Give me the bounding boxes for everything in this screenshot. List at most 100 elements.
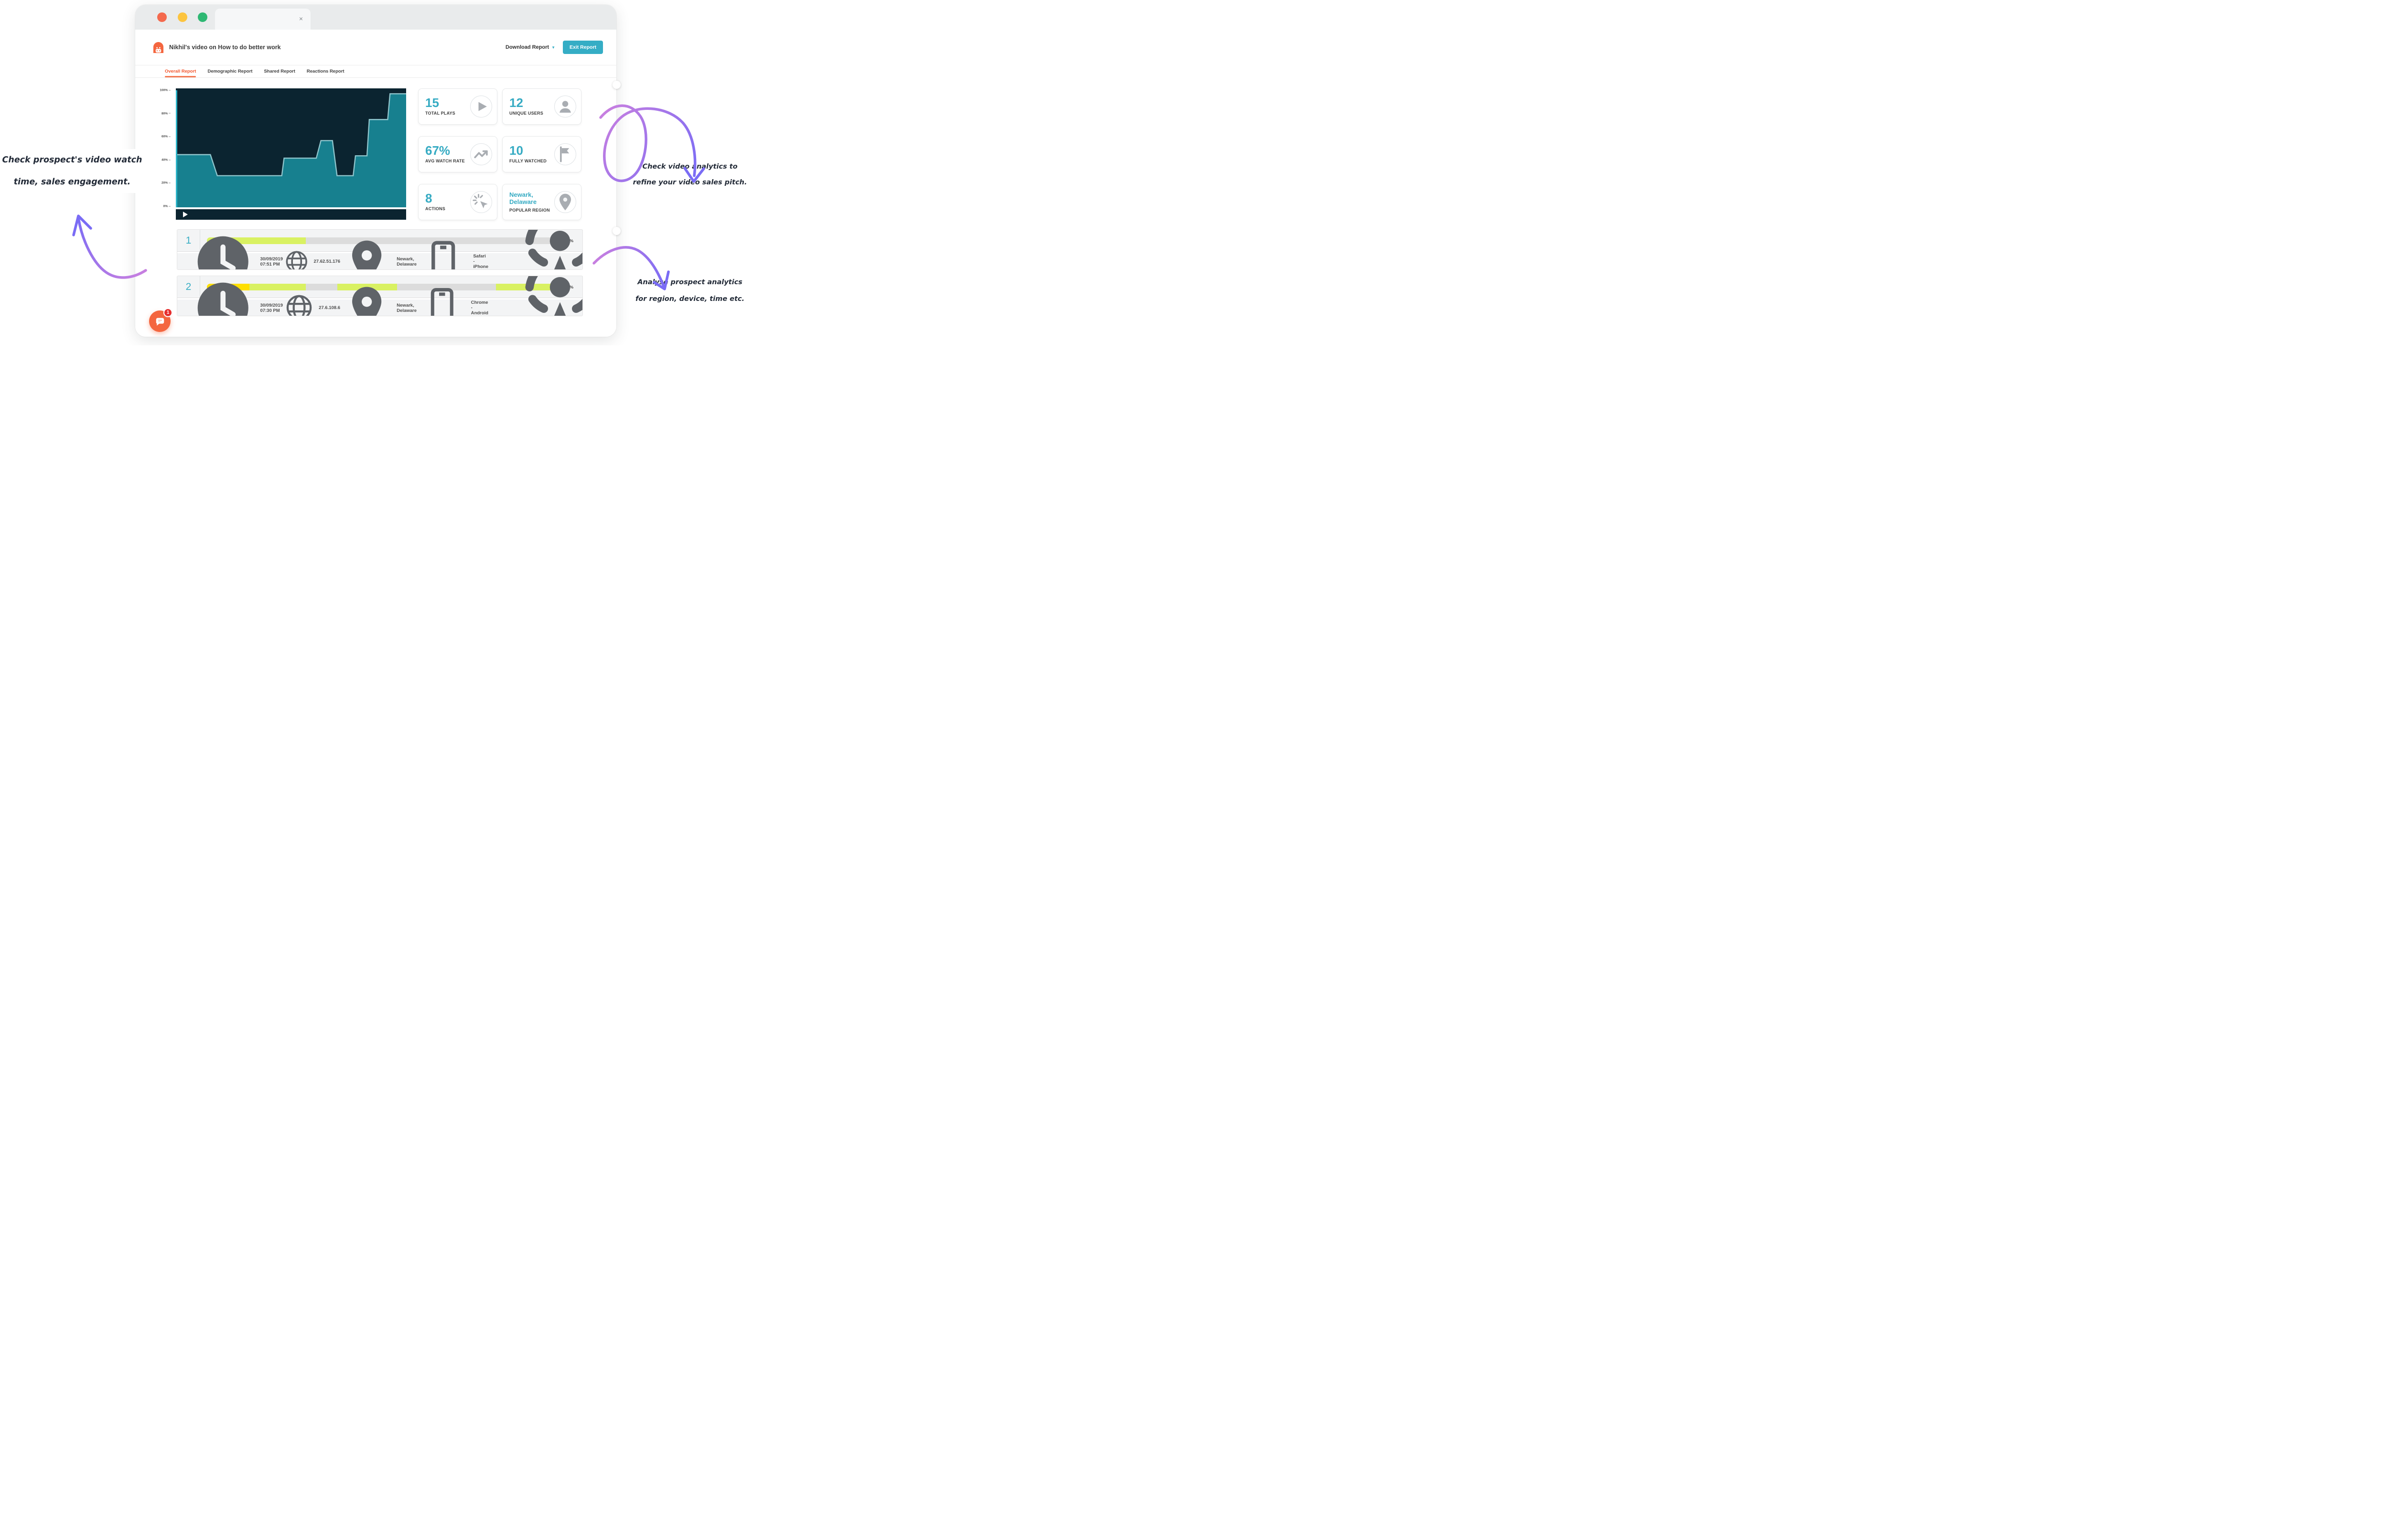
watch-bar-segment [249,283,306,290]
detail-clock: 30/09/2019 07:30 PM [189,276,283,316]
browser-tab[interactable]: × [215,9,311,30]
stat-card-avg-watch-rate: 67% AVG WATCH RATE [418,136,497,172]
video-control-bar [176,209,406,220]
stat-icon-circle [554,96,576,118]
detail-location: Newark, Delaware [340,281,417,316]
download-report-dropdown[interactable]: Download Report ▼ [506,44,555,50]
tab-reactions-report[interactable]: Reactions Report [307,65,344,77]
click-icon [471,192,492,213]
detail-text: Chrome - Android [471,300,488,316]
browser-chrome: × [135,5,616,30]
location-icon [340,235,393,269]
viewer-session-row[interactable]: 251% 30/09/2019 07:30 PM 27.6.108.6 Newark,… [177,276,583,316]
tab-demographic-report[interactable]: Demographic Report [207,65,252,77]
clock-icon [189,276,257,316]
detail-globe: 27.6.108.6 [283,291,340,316]
detail-text: Newark, Delaware [397,302,417,313]
chart-y-axis: 100% 80% 60% 40% 20% 0% [155,89,173,208]
stat-icon-circle [470,96,492,118]
detail-globe: 27.62.51.176 [283,248,340,269]
hippo-logo-icon [153,42,164,53]
chat-bubble-icon [156,318,164,326]
annotation-right-bottom: Analyse prospect analytics for region, d… [631,273,749,309]
stat-value: Newark, Delaware [509,191,537,206]
location-icon [340,281,393,316]
video-progress-bar[interactable] [176,207,406,209]
edge-dot [613,227,621,235]
y-axis-tick-label: 100% [160,89,171,92]
close-window-button[interactable] [157,12,167,22]
tab-label: Shared Report [264,69,295,74]
detail-text: 30/09/2019 07:30 PM [260,302,283,313]
minimize-window-button[interactable] [178,12,187,22]
detail-smartphone: Safari - iPhone [417,235,489,269]
stat-value: 67% [425,143,451,158]
stat-card-popular-region: Newark, Delaware POPULAR REGION [502,184,581,220]
stat-label: AVG WATCH RATE [425,159,465,164]
annotation-left: Check prospect's video watch time, sales… [0,149,144,193]
flag-icon [555,144,576,165]
stat-value: 15 [425,96,439,110]
viewer-session-row[interactable]: 117%30/09/2019 07:51 PM27.62.51.176Newar… [177,229,583,270]
clock-icon [189,230,257,269]
stat-card-total-plays: 15 TOTAL PLAYS [418,88,497,125]
tab-close-icon[interactable]: × [299,15,303,22]
stat-card-fully-watched: 10 FULLY WATCHED [502,136,581,172]
tab-label: Reactions Report [306,69,344,74]
stat-label: FULLY WATCHED [509,159,547,164]
chat-launcher-button[interactable]: 1 [149,308,172,332]
broadcast-icon [488,230,582,269]
stat-label: ACTIONS [425,206,445,212]
stat-icon-circle [554,191,576,213]
annotation-right-top: Check video analytics to refine your vid… [631,158,749,192]
tab-overall-report[interactable]: Overall Report [165,65,196,77]
detail-text: Safari - iPhone [473,254,489,269]
edge-dot [613,81,621,89]
stat-card-actions: 8 ACTIONS [418,184,497,220]
trend-icon [471,144,492,165]
page: × Nikhil's video on How to do better wor… [0,0,749,345]
y-axis-tick-label: 60% [161,135,171,139]
session-details-row: 30/09/2019 07:51 PM 27.62.51.176 Newark, D… [177,230,582,269]
stat-card-unique-users: 12 UNIQUE USERS [502,88,581,125]
detail-text: 30/09/2019 07:51 PM [260,256,283,267]
stat-label: UNIQUE USERS [509,111,543,116]
detail-broadcast: https://www.hippovideo.io/... [488,230,582,269]
detail-smartphone: Chrome - Android [417,282,488,316]
play-icon[interactable] [183,212,188,217]
video-player[interactable] [176,88,406,220]
detail-text: Newark, Delaware [397,256,417,267]
play-icon [471,96,492,117]
viewer-rank: 2 [177,276,200,298]
chat-unread-badge: 1 [163,308,172,317]
chevron-down-icon: ▼ [551,45,555,50]
watch-bar-row: 251% [177,276,582,298]
watch-bar-segment [397,283,496,290]
stat-label: TOTAL PLAYS [425,111,455,116]
stat-icon-circle [470,191,492,213]
globe-icon [283,248,311,269]
tab-label: Overall Report [165,69,196,74]
location-icon [555,192,576,213]
broadcast-icon [488,276,582,316]
exit-report-button[interactable]: Exit Report [562,41,603,54]
y-axis-tick-label: 0% [163,205,171,208]
y-axis-tick-label: 40% [161,158,171,161]
viewer-rank: 1 [177,230,200,251]
chart-axis-line [176,90,177,207]
user-icon [555,96,576,117]
smartphone-icon [417,282,468,316]
report-header: Nikhil's video on How to do better work … [135,30,616,65]
active-tab-underline [165,76,196,77]
stat-value: 10 [509,143,523,158]
y-axis-tick-label: 20% [161,182,171,185]
session-details-row: 30/09/2019 07:30 PM 27.6.108.6 Newark, Del… [177,276,582,316]
stat-label: POPULAR REGION [509,207,550,213]
stat-value: 8 [425,191,432,206]
stat-value: 12 [509,96,523,110]
stat-icon-circle [470,143,492,165]
globe-icon [283,291,315,316]
tab-shared-report[interactable]: Shared Report [264,65,295,77]
maximize-window-button[interactable] [198,12,207,22]
watch-rate-chart [176,90,406,207]
